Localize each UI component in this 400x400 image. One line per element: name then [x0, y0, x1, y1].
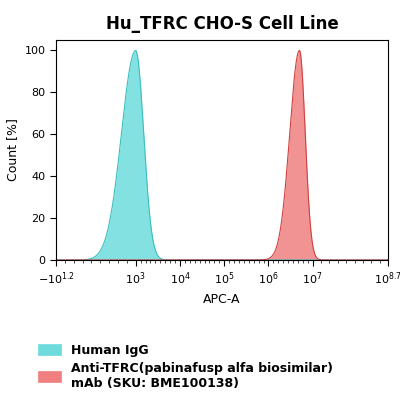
Title: Hu_TFRC CHO-S Cell Line: Hu_TFRC CHO-S Cell Line	[106, 15, 338, 33]
Legend: Human IgG, Anti-TFRC(pabinafusp alfa biosimilar)
mAb (SKU: BME100138): Human IgG, Anti-TFRC(pabinafusp alfa bio…	[38, 344, 333, 390]
X-axis label: APC-A: APC-A	[203, 292, 241, 306]
Y-axis label: Count [%]: Count [%]	[6, 118, 19, 182]
